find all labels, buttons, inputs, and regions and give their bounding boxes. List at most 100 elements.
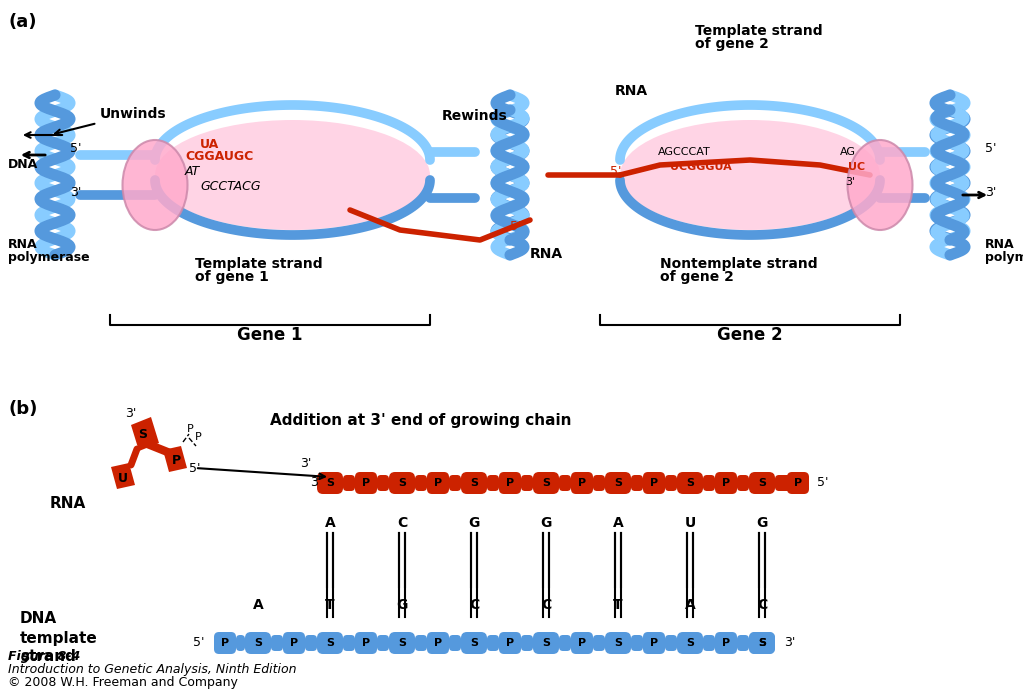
Text: G: G [540,516,551,530]
FancyBboxPatch shape [571,472,593,494]
FancyBboxPatch shape [343,475,355,491]
Text: T: T [613,598,623,612]
Text: 5': 5' [189,462,201,475]
Ellipse shape [620,120,880,230]
FancyBboxPatch shape [415,635,427,651]
FancyBboxPatch shape [677,472,703,494]
Text: RNA: RNA [8,238,38,251]
FancyBboxPatch shape [643,632,665,654]
Text: DNA: DNA [8,158,38,171]
FancyBboxPatch shape [677,632,703,654]
Text: P: P [195,432,202,442]
FancyBboxPatch shape [461,632,487,654]
Text: 3': 3' [70,186,82,199]
FancyBboxPatch shape [665,475,677,491]
Text: P: P [362,478,370,488]
FancyBboxPatch shape [487,475,499,491]
FancyBboxPatch shape [271,635,283,651]
Text: RNA: RNA [615,84,649,98]
Text: CGGAUGC: CGGAUGC [185,150,254,163]
FancyBboxPatch shape [355,472,377,494]
FancyBboxPatch shape [787,472,809,494]
FancyBboxPatch shape [283,632,305,654]
FancyBboxPatch shape [521,475,533,491]
Text: S: S [542,478,550,488]
FancyBboxPatch shape [449,475,461,491]
Text: A: A [684,598,696,612]
FancyBboxPatch shape [355,632,377,654]
Text: P: P [506,478,515,488]
FancyBboxPatch shape [499,632,521,654]
Text: P: P [362,638,370,648]
FancyBboxPatch shape [715,632,737,654]
Text: of gene 1: of gene 1 [195,270,269,284]
Text: RNA: RNA [50,496,86,511]
Text: 5': 5' [610,165,622,178]
Ellipse shape [155,120,430,230]
Text: C: C [397,516,407,530]
Text: 5': 5' [70,142,82,155]
FancyBboxPatch shape [703,635,715,651]
FancyBboxPatch shape [521,635,533,651]
Text: P: P [722,478,730,488]
Text: S: S [398,638,406,648]
Text: AT: AT [185,165,201,178]
FancyBboxPatch shape [389,632,415,654]
Text: P: P [650,638,658,648]
FancyBboxPatch shape [593,475,605,491]
Text: AGCCCAT: AGCCCAT [658,147,711,157]
Text: strand: strand [20,649,76,664]
Text: DNA: DNA [20,611,57,626]
Text: of gene 2: of gene 2 [695,37,769,51]
FancyBboxPatch shape [643,472,665,494]
Text: P: P [578,478,586,488]
Text: Addition at 3' end of growing chain: Addition at 3' end of growing chain [270,413,572,428]
FancyBboxPatch shape [214,632,236,654]
Text: P: P [172,453,181,466]
Text: S: S [470,478,478,488]
Text: Gene 1: Gene 1 [237,326,303,344]
Text: S: S [758,478,766,488]
Text: S: S [758,638,766,648]
Text: U: U [118,471,128,484]
Text: Nontemplate strand: Nontemplate strand [660,257,817,271]
Text: T: T [325,598,335,612]
Text: S: S [758,638,766,648]
Ellipse shape [847,140,913,230]
FancyBboxPatch shape [715,472,737,494]
Text: P: P [722,638,730,648]
Text: Rewinds: Rewinds [442,109,507,123]
Text: Template strand: Template strand [195,257,322,271]
Text: Gene 2: Gene 2 [717,326,783,344]
Text: C: C [757,598,767,612]
Text: U: U [684,516,696,530]
Text: Figure 8-4: Figure 8-4 [8,650,81,663]
Text: UA: UA [201,138,219,151]
FancyBboxPatch shape [605,632,631,654]
FancyBboxPatch shape [377,635,389,651]
Text: S: S [614,638,622,648]
FancyBboxPatch shape [236,635,244,651]
Text: 5': 5' [817,477,829,489]
Polygon shape [163,446,187,472]
FancyBboxPatch shape [533,472,559,494]
Text: 3': 3' [985,186,996,199]
Text: GCCTACG: GCCTACG [201,180,261,193]
Text: C: C [541,598,551,612]
Text: polymerase: polymerase [8,251,90,264]
Text: S: S [470,638,478,648]
FancyBboxPatch shape [665,635,677,651]
FancyBboxPatch shape [631,475,643,491]
Text: of gene 2: of gene 2 [660,270,733,284]
Text: 3': 3' [300,457,311,470]
Text: polymerase: polymerase [985,251,1023,264]
Text: G: G [396,598,408,612]
FancyBboxPatch shape [703,475,715,491]
Text: Unwinds: Unwinds [55,107,167,135]
Text: S: S [614,478,622,488]
Text: G: G [469,516,480,530]
FancyBboxPatch shape [343,635,355,651]
FancyBboxPatch shape [749,472,775,494]
Text: UC: UC [848,162,865,172]
Text: P: P [187,424,193,434]
